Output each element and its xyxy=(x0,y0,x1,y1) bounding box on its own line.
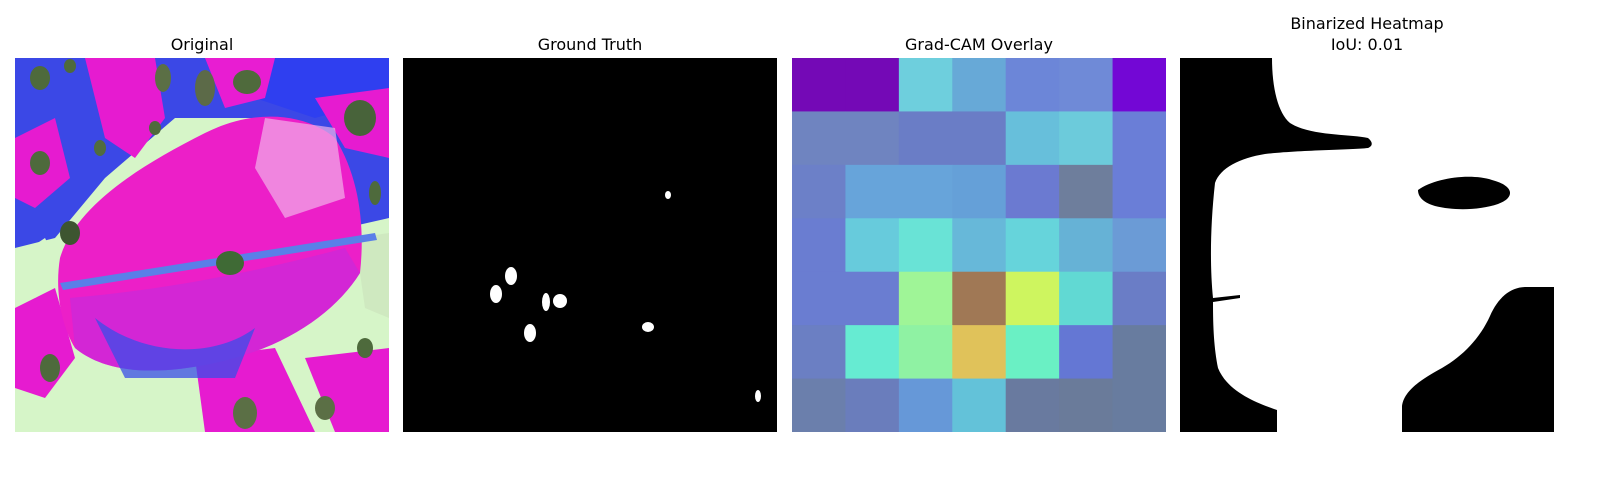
gradcam-cell xyxy=(792,111,846,166)
gradcam-cell xyxy=(952,218,1007,273)
gradcam-cell xyxy=(845,378,900,432)
binarized-heatmap-mask xyxy=(1180,58,1554,432)
gradcam-cell xyxy=(898,271,953,326)
gradcam-cell xyxy=(1112,164,1166,219)
gradcam-cell xyxy=(952,271,1007,326)
gradcam-cell xyxy=(952,325,1007,380)
ground-truth-mask xyxy=(403,58,777,432)
original-image xyxy=(15,58,389,432)
gradcam-cell xyxy=(845,58,900,112)
gradcam-cell xyxy=(1059,271,1114,326)
gradcam-cell xyxy=(1059,378,1114,432)
gradcam-cell xyxy=(1112,218,1166,273)
gradcam-cell xyxy=(792,325,846,380)
gradcam-cell xyxy=(1112,271,1166,326)
gradcam-cell xyxy=(1059,218,1114,273)
gradcam-cell xyxy=(1005,111,1060,166)
gradcam-cell xyxy=(898,164,953,219)
ground-truth-panel xyxy=(403,58,777,432)
gradcam-cell xyxy=(845,164,900,219)
gradcam-cell xyxy=(792,271,846,326)
gradcam-cell xyxy=(1059,164,1114,219)
original-image-panel xyxy=(15,58,389,432)
gradcam-cell xyxy=(1005,271,1060,326)
gradcam-cell xyxy=(845,218,900,273)
gradcam-cell xyxy=(898,58,953,112)
binarized-heatmap-title: Binarized Heatmap IoU: 0.01 xyxy=(1180,13,1554,55)
gradcam-cell xyxy=(792,378,846,432)
gradcam-cell xyxy=(1112,111,1166,166)
gradcam-cell xyxy=(952,58,1007,112)
gradcam-overlay-panel xyxy=(792,58,1166,432)
gradcam-cell xyxy=(1005,325,1060,380)
gradcam-cell xyxy=(792,218,846,273)
gradcam-cell xyxy=(1112,325,1166,380)
ground-truth-title: Ground Truth xyxy=(537,35,643,54)
iou-score-label: IoU: 0.01 xyxy=(1330,35,1404,54)
gradcam-cell xyxy=(1005,58,1060,112)
gradcam-overlay-title: Grad-CAM Overlay xyxy=(905,35,1053,54)
gradcam-cell xyxy=(1059,58,1114,112)
gradcam-cell xyxy=(898,378,953,432)
gradcam-cell xyxy=(898,218,953,273)
gradcam-cell xyxy=(792,164,846,219)
gradcam-cell xyxy=(1059,325,1114,380)
gradcam-cell xyxy=(1005,218,1060,273)
gradcam-cell xyxy=(952,164,1007,219)
original-title: Original xyxy=(170,35,234,54)
gradcam-cell xyxy=(1112,58,1166,112)
gradcam-cell xyxy=(898,111,953,166)
binarized-heatmap-panel xyxy=(1180,58,1554,432)
gradcam-cell xyxy=(845,271,900,326)
gradcam-cell xyxy=(1005,164,1060,219)
gradcam-cell xyxy=(845,325,900,380)
gradcam-cell xyxy=(1059,111,1114,166)
gradcam-cell xyxy=(845,111,900,166)
gradcam-cell xyxy=(952,111,1007,166)
gradcam-cell xyxy=(952,378,1007,432)
gradcam-heatmap-grid xyxy=(792,58,1166,432)
gradcam-cell xyxy=(898,325,953,380)
gradcam-cell xyxy=(1005,378,1060,432)
gradcam-cell xyxy=(792,58,846,112)
gradcam-cell xyxy=(1112,378,1166,432)
binarized-heatmap-title-line1: Binarized Heatmap xyxy=(1290,14,1444,33)
